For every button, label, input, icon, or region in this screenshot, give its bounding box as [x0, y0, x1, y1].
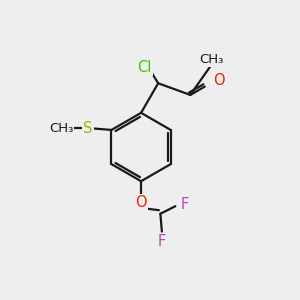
Text: S: S — [83, 121, 92, 136]
Text: CH₃: CH₃ — [49, 122, 73, 135]
Text: O: O — [135, 195, 147, 210]
Text: F: F — [181, 197, 189, 212]
Text: O: O — [213, 73, 225, 88]
Text: Cl: Cl — [138, 60, 152, 75]
Text: CH₃: CH₃ — [199, 53, 224, 66]
Text: F: F — [158, 234, 166, 249]
